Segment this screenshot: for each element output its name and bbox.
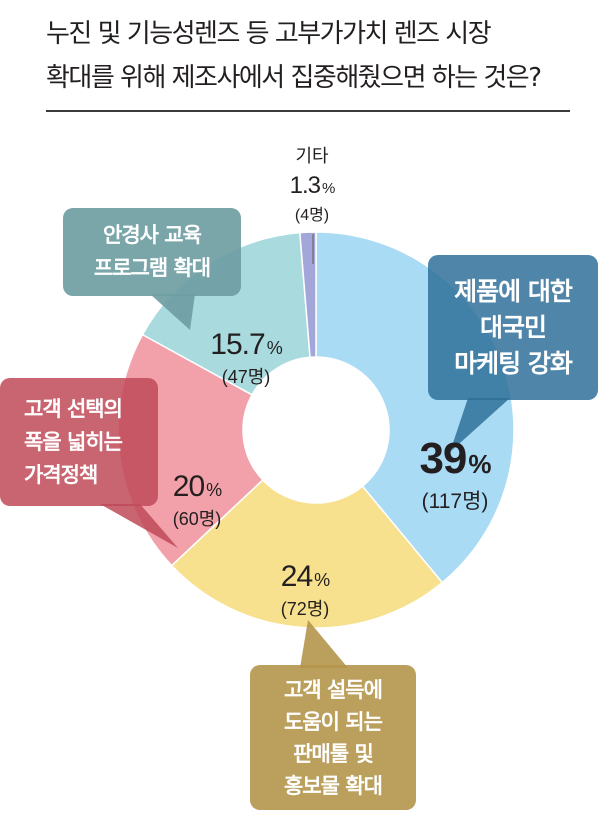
callout-pointers <box>100 294 510 668</box>
pct-marketing: 39 <box>419 434 467 483</box>
callout-marketing-line-1: 제품에 대한 <box>454 276 573 306</box>
value-label-other: 기타 1.3% (4명) <box>289 142 336 225</box>
pct-sign-pricing: % <box>206 480 222 500</box>
title-line-2: 확대를 위해 제조사에서 집중해줬으면 하는 것은? <box>46 63 542 93</box>
slice-sales-tools <box>170 478 444 629</box>
callout-education: 안경사 교육 프로그램 확대 <box>63 208 241 296</box>
callout-pricing-line-3: 가격정책 <box>24 462 98 487</box>
pct-sign-marketing: % <box>468 449 491 479</box>
callout-sales-tools: 고객 설득에 도움이 되는 판매툴 및 홍보물 확대 <box>250 665 416 810</box>
pct-sales-tools: 24 <box>280 560 313 593</box>
callout-pricing-pointer <box>100 504 178 548</box>
callout-sales-tools-line-4: 홍보물 확대 <box>284 773 383 798</box>
callout-pricing-line-1: 고객 선택의 <box>24 396 123 421</box>
callout-pricing-line-2: 폭을 넓히는 <box>24 429 123 454</box>
callout-marketing-line-3: 마케팅 강화 <box>454 348 573 378</box>
count-pricing: (60명) <box>172 509 222 529</box>
count-sales-tools: (72명) <box>280 599 330 619</box>
count-marketing: (117명) <box>421 490 489 513</box>
callout-education-line-1: 안경사 교육 <box>103 223 202 247</box>
pct-pricing: 20 <box>172 470 205 503</box>
callout-pricing: 고객 선택의 폭을 넓히는 가격정책 <box>0 378 158 506</box>
pct-sign-other: % <box>322 180 335 197</box>
callout-education-line-2: 프로그램 확대 <box>93 256 211 280</box>
callout-education-pointer <box>150 294 195 330</box>
pct-education: 15.7 <box>210 328 265 361</box>
callout-sales-tools-line-1: 고객 설득에 <box>284 677 383 702</box>
pct-sign-education: % <box>266 338 283 358</box>
count-education: (47명) <box>221 367 271 387</box>
value-label-education: 15.7% (47명) <box>210 328 283 389</box>
value-label-sales-tools: 24% (72명) <box>281 560 330 621</box>
count-other: (4명) <box>294 207 330 224</box>
pct-other: 1.3 <box>289 172 321 199</box>
callout-marketing-pointer <box>450 398 510 452</box>
slice-other <box>299 231 317 359</box>
callout-marketing: 제품에 대한 대국민 마케팅 강화 <box>428 255 598 400</box>
value-label-pricing: 20% (60명) <box>173 470 222 531</box>
callout-sales-tools-line-2: 도움이 되는 <box>284 709 383 734</box>
other-name: 기타 <box>295 146 329 167</box>
title-line-1: 누진 및 기능성렌즈 등 고부가가치 렌즈 시장 <box>46 19 492 49</box>
value-label-marketing: 39% (117명) <box>419 434 491 515</box>
callout-sales-tools-pointer <box>300 620 348 668</box>
chart-title: 누진 및 기능성렌즈 등 고부가가치 렌즈 시장 확대를 위해 제조사에서 집중… <box>46 12 586 100</box>
callout-marketing-line-2: 대국민 <box>479 312 547 342</box>
callout-sales-tools-line-3: 판매툴 및 <box>293 741 374 766</box>
pct-sign-sales-tools: % <box>314 570 330 590</box>
title-divider <box>46 110 570 112</box>
